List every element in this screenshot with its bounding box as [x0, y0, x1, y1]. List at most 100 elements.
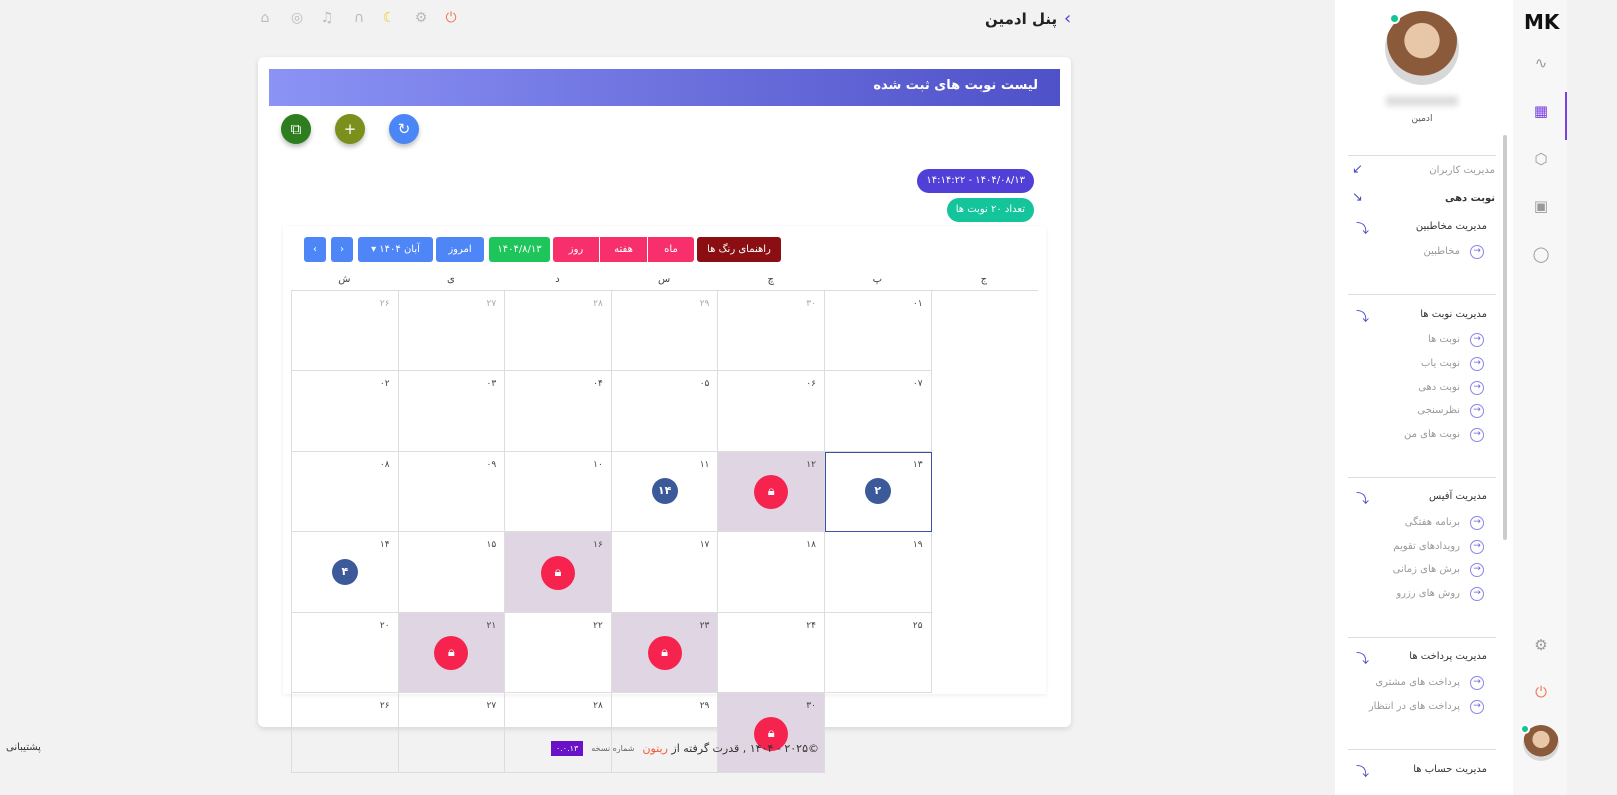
shield-icon[interactable]: ◎: [290, 10, 304, 26]
calendar-day[interactable]: ۲۴: [718, 612, 825, 693]
current-date-button[interactable]: ۱۴۰۴/۸/۱۳: [489, 237, 550, 262]
calendar-day[interactable]: ۰۴: [505, 371, 612, 452]
home-icon[interactable]: ⌂: [260, 10, 270, 26]
brand-link[interactable]: ریتون: [642, 742, 668, 755]
add-multiple-button[interactable]: ⧉: [281, 114, 311, 144]
calendar-day[interactable]: ۰۲: [292, 371, 399, 452]
sidebar-group[interactable]: مدیریت آفیس: [1428, 491, 1487, 502]
sidebar-item[interactable]: نوبت ها: [1427, 334, 1460, 345]
grid-icon[interactable]: ▦: [1533, 102, 1549, 120]
gear-icon[interactable]: ⚙: [414, 10, 428, 26]
chat-icon[interactable]: ◯: [1532, 245, 1550, 263]
calendar-day[interactable]: ۲۹: [611, 291, 719, 372]
calendar-day[interactable]: ۲۱ 🔒︎: [398, 612, 506, 693]
online-indicator: [1389, 13, 1400, 24]
calendar-day[interactable]: ۱۰: [505, 451, 612, 533]
expand-arrow-icon[interactable]: ⤵: [1356, 492, 1370, 507]
sidebar-item[interactable]: نظرسنجی: [1417, 405, 1460, 416]
sidebar-scrollbar[interactable]: [1503, 135, 1507, 540]
day-view-button[interactable]: روز: [553, 237, 599, 262]
color-guide-button[interactable]: راهنمای رنگ ها: [697, 237, 781, 262]
calendar-day[interactable]: ۰۱: [824, 291, 932, 372]
sidebar-item[interactable]: پرداخت های در انتظار: [1368, 701, 1460, 712]
calendar-day[interactable]: ۱۵: [398, 532, 506, 613]
calendar-day[interactable]: ۱۲ 🔒︎: [718, 451, 825, 533]
month-select[interactable]: آبان ۱۴۰۴ ▾: [358, 237, 433, 262]
calendar-day[interactable]: ۳۰ 🔒︎: [718, 692, 825, 774]
calendar-day[interactable]: ۱۴ ۴: [292, 532, 399, 613]
cube-icon[interactable]: ⬡: [1534, 150, 1548, 168]
appointment-count-badge[interactable]: ۴: [331, 558, 358, 585]
headset-icon[interactable]: ∩: [353, 10, 365, 26]
sidebar-item[interactable]: نوبت یاب: [1421, 358, 1460, 369]
sidebar-item[interactable]: برش های زمانی: [1392, 564, 1460, 575]
avatar[interactable]: [1385, 11, 1459, 85]
sidebar-item[interactable]: پرداخت های مشتری: [1375, 677, 1460, 688]
logout-icon[interactable]: ⏻: [1535, 683, 1547, 701]
sidebar-group[interactable]: مدیریت نوبت ها: [1420, 309, 1487, 320]
sidebar-item[interactable]: نوبت های من: [1403, 429, 1460, 440]
calendar-day[interactable]: ۱۱ ۱۴: [611, 451, 719, 533]
refresh-button[interactable]: ↻: [389, 114, 419, 144]
day-number: ۲۸: [593, 700, 603, 711]
month-view-button[interactable]: ماه: [648, 237, 694, 262]
calendar-day[interactable]: ۰۳: [398, 371, 506, 452]
power-icon[interactable]: ⏻: [445, 10, 457, 26]
calendar-day[interactable]: ۰۵: [611, 371, 719, 452]
calendar-day[interactable]: ۲۶: [292, 692, 399, 774]
appointment-count-badge[interactable]: ۲: [864, 478, 891, 505]
day-number: ۲۲: [593, 620, 603, 631]
expand-arrow-icon[interactable]: ⤵: [1356, 310, 1370, 325]
next-button[interactable]: ›: [304, 237, 326, 262]
calendar-day[interactable]: ۲۸: [505, 291, 612, 372]
calendar-day[interactable]: ۰۹: [398, 451, 506, 533]
calendar-day[interactable]: ۱۳ ۲: [824, 451, 932, 533]
back-chevron-icon[interactable]: ‹: [1064, 8, 1072, 29]
sidebar-group[interactable]: مدیریت پرداخت ها: [1409, 651, 1487, 662]
chip-icon[interactable]: ▣: [1533, 197, 1549, 215]
sidebar-item[interactable]: مخاطبین: [1423, 246, 1460, 257]
expand-arrow-icon[interactable]: ⤵: [1356, 652, 1370, 667]
calendar-day[interactable]: ۲۲: [505, 612, 612, 693]
calendar-day[interactable]: ۱۹: [824, 532, 932, 613]
settings-icon[interactable]: ⚙: [1534, 636, 1548, 654]
sidebar-item[interactable]: روش های رزرو: [1396, 588, 1460, 599]
calendar-day[interactable]: ۲۹: [611, 692, 719, 774]
week-view-button[interactable]: هفته: [600, 237, 647, 262]
calendar-day[interactable]: ۱۷: [611, 532, 719, 613]
weekday-header: ی: [446, 274, 455, 285]
calendar-day[interactable]: ۲۷: [398, 692, 506, 774]
today-button[interactable]: امروز: [436, 237, 484, 262]
calendar-day[interactable]: ۰۸: [292, 451, 399, 533]
prev-button[interactable]: ‹: [331, 237, 353, 262]
expand-arrow-icon[interactable]: ↙: [1352, 162, 1363, 177]
moon-icon[interactable]: ☾: [382, 10, 396, 26]
calendar-day[interactable]: ۲۵: [824, 612, 932, 693]
sidebar-group[interactable]: مدیریت حساب ها: [1413, 764, 1487, 775]
sidebar-item[interactable]: برنامه هفتگی: [1404, 517, 1460, 528]
expand-arrow-icon[interactable]: ↘: [1352, 190, 1363, 205]
calendar-day[interactable]: ۲۳ 🔒︎: [611, 612, 719, 693]
calendar-day[interactable]: ۰۶: [718, 371, 825, 452]
expand-arrow-icon[interactable]: ⤵: [1356, 765, 1370, 780]
activity-icon[interactable]: ∿: [1534, 54, 1548, 72]
calendar-day[interactable]: ۲۰: [292, 612, 399, 693]
calendar-day[interactable]: ۲۸: [505, 692, 612, 774]
support-link[interactable]: پشتیبانی: [6, 742, 41, 753]
calendar-day[interactable]: ۱۶ 🔒︎: [505, 532, 612, 613]
appointment-count-badge[interactable]: ۱۴: [651, 478, 678, 505]
bell-icon[interactable]: ♫: [320, 10, 334, 26]
arrow-circle-icon: →: [1470, 404, 1484, 418]
sidebar-item[interactable]: نوبت دهی: [1418, 382, 1460, 393]
expand-arrow-icon[interactable]: ⤵: [1356, 222, 1370, 237]
add-button[interactable]: +: [335, 114, 365, 144]
sidebar-item[interactable]: رویدادهای تقویم: [1393, 541, 1460, 552]
sidebar-group[interactable]: نوبت دهی: [1444, 193, 1495, 204]
calendar-day[interactable]: ۰۷: [824, 371, 932, 452]
calendar-day[interactable]: ۱۸: [718, 532, 825, 613]
calendar-day[interactable]: ۳۰: [718, 291, 825, 372]
sidebar-group[interactable]: مدیریت کاربران: [1429, 165, 1495, 176]
sidebar-group[interactable]: مدیریت مخاطبین: [1415, 221, 1487, 232]
calendar-day[interactable]: ۲۷: [398, 291, 506, 372]
calendar-day[interactable]: ۲۶: [292, 291, 399, 372]
